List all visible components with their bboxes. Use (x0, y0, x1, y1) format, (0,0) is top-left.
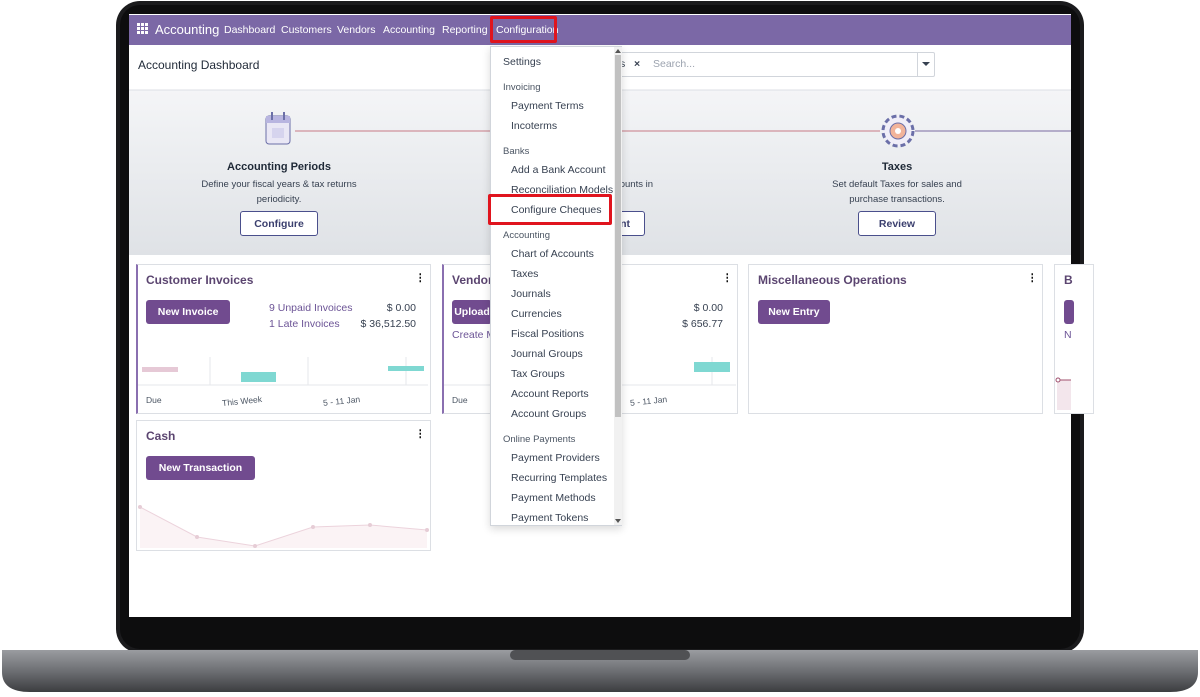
dropdown-item[interactable]: Settings (503, 56, 541, 68)
search-input[interactable]: Search... (653, 58, 696, 70)
card-title[interactable]: Cash (146, 429, 176, 443)
graph (1055, 377, 1071, 410)
dropdown-item[interactable]: Recurring Templates (511, 472, 608, 484)
scrollbar-thumb (615, 55, 621, 417)
dropdown-item[interactable]: Fiscal Positions (511, 328, 584, 340)
search-facet: s (620, 58, 626, 70)
nav-menu[interactable]: Dashboard (224, 24, 276, 36)
card-title[interactable]: B (1064, 273, 1073, 287)
onboarding-description: ounts in (619, 179, 653, 190)
onboarding-description: Define your fiscal years & tax returns p… (201, 179, 357, 205)
dropdown-item[interactable]: Currencies (511, 308, 562, 320)
onboarding-button[interactable]: Review (858, 211, 936, 236)
dropdown-item[interactable]: Payment Methods (511, 492, 596, 504)
dropdown-item[interactable]: Reconciliation Models (511, 184, 614, 196)
dropdown-item[interactable]: Tax Groups (511, 368, 565, 380)
card-button[interactable]: New Invoice (146, 300, 231, 324)
journal-card (748, 264, 1043, 414)
scroll-arrows (615, 49, 621, 523)
onboarding-title: Accounting Periods (227, 161, 331, 173)
axis-label: Due (452, 395, 468, 405)
nav-menu[interactable]: Configuration (496, 24, 559, 36)
dropdown-item[interactable]: Chart of Accounts (511, 248, 594, 260)
highlight-configuration (490, 16, 557, 43)
card-row-amount: $ 0.00 (386, 302, 416, 314)
nav-menu[interactable]: Reporting (442, 24, 488, 36)
dropdown-item[interactable]: Account Groups (511, 408, 587, 420)
card-row-label[interactable]: 9 Unpaid Invoices (269, 302, 353, 314)
nav-menu[interactable]: Customers (281, 24, 332, 36)
card-link[interactable]: N (1064, 329, 1072, 341)
graph (138, 357, 428, 386)
dropdown-section-header: Online Payments (503, 434, 576, 445)
dropdown-item[interactable]: Configure Cheques (511, 204, 602, 216)
card-button[interactable]: New Transaction (146, 456, 255, 480)
card-button[interactable] (1064, 300, 1074, 324)
card-button[interactable]: Upload (452, 300, 492, 324)
app-name[interactable]: Accounting (155, 22, 220, 37)
dropdown-item[interactable]: Payment Tokens (511, 512, 589, 524)
dropdown-section-header: Banks (503, 146, 530, 157)
card-button[interactable]: New Entry (758, 300, 830, 324)
dropdown-menu (490, 46, 622, 526)
nav-menu[interactable]: Accounting (383, 24, 435, 36)
card-menu[interactable]: ⋮ (722, 272, 733, 284)
axis-label: Due (146, 395, 162, 405)
journal-card (136, 264, 431, 414)
search-toggle[interactable] (917, 53, 934, 76)
dropdown-item[interactable]: Payment Terms (511, 100, 584, 112)
graph (138, 505, 429, 548)
dropdown-item[interactable]: Taxes (511, 268, 539, 280)
onboarding-title: Taxes (881, 161, 913, 173)
search-bar (600, 52, 935, 77)
card-title[interactable]: Customer Invoices (146, 273, 254, 287)
dropdown-item[interactable]: Payment Providers (511, 452, 600, 464)
card-row-amount: $ 0.00 (693, 302, 723, 314)
dropdown-item[interactable]: Incoterms (511, 120, 558, 132)
facet-remove[interactable]: × (634, 58, 641, 70)
nav-menu[interactable]: Vendors (337, 24, 376, 36)
dropdown-section-header: Invoicing (503, 82, 541, 93)
dropdown-item[interactable]: Account Reports (511, 388, 589, 400)
toggle-caret (922, 62, 930, 66)
card-menu[interactable]: ⋮ (415, 428, 426, 440)
card-title[interactable]: Miscellaneous Operations (758, 273, 907, 287)
card-menu[interactable]: ⋮ (415, 272, 426, 284)
dropdown-item[interactable]: Journal Groups (511, 348, 583, 360)
card-row-label[interactable]: 1 Late Invoices (269, 318, 340, 330)
breadcrumb-title: Accounting Dashboard (138, 58, 260, 72)
onboarding-button[interactable]: Configure (240, 211, 318, 236)
card-menu[interactable]: ⋮ (1027, 272, 1038, 284)
card-title[interactable]: Vendor (452, 273, 493, 287)
card-row-amount: $ 36,512.50 (360, 318, 416, 330)
highlight-configure-cheques (488, 194, 612, 225)
dropdown-item[interactable]: Add a Bank Account (511, 164, 606, 176)
card-link[interactable]: Create M (452, 329, 496, 341)
dropdown-item[interactable]: Journals (511, 288, 551, 300)
card-row-amount: $ 656.77 (682, 318, 723, 330)
dropdown-section-header: Accounting (503, 230, 551, 241)
onboarding-description: Set default Taxes for sales and purchase… (832, 179, 962, 205)
